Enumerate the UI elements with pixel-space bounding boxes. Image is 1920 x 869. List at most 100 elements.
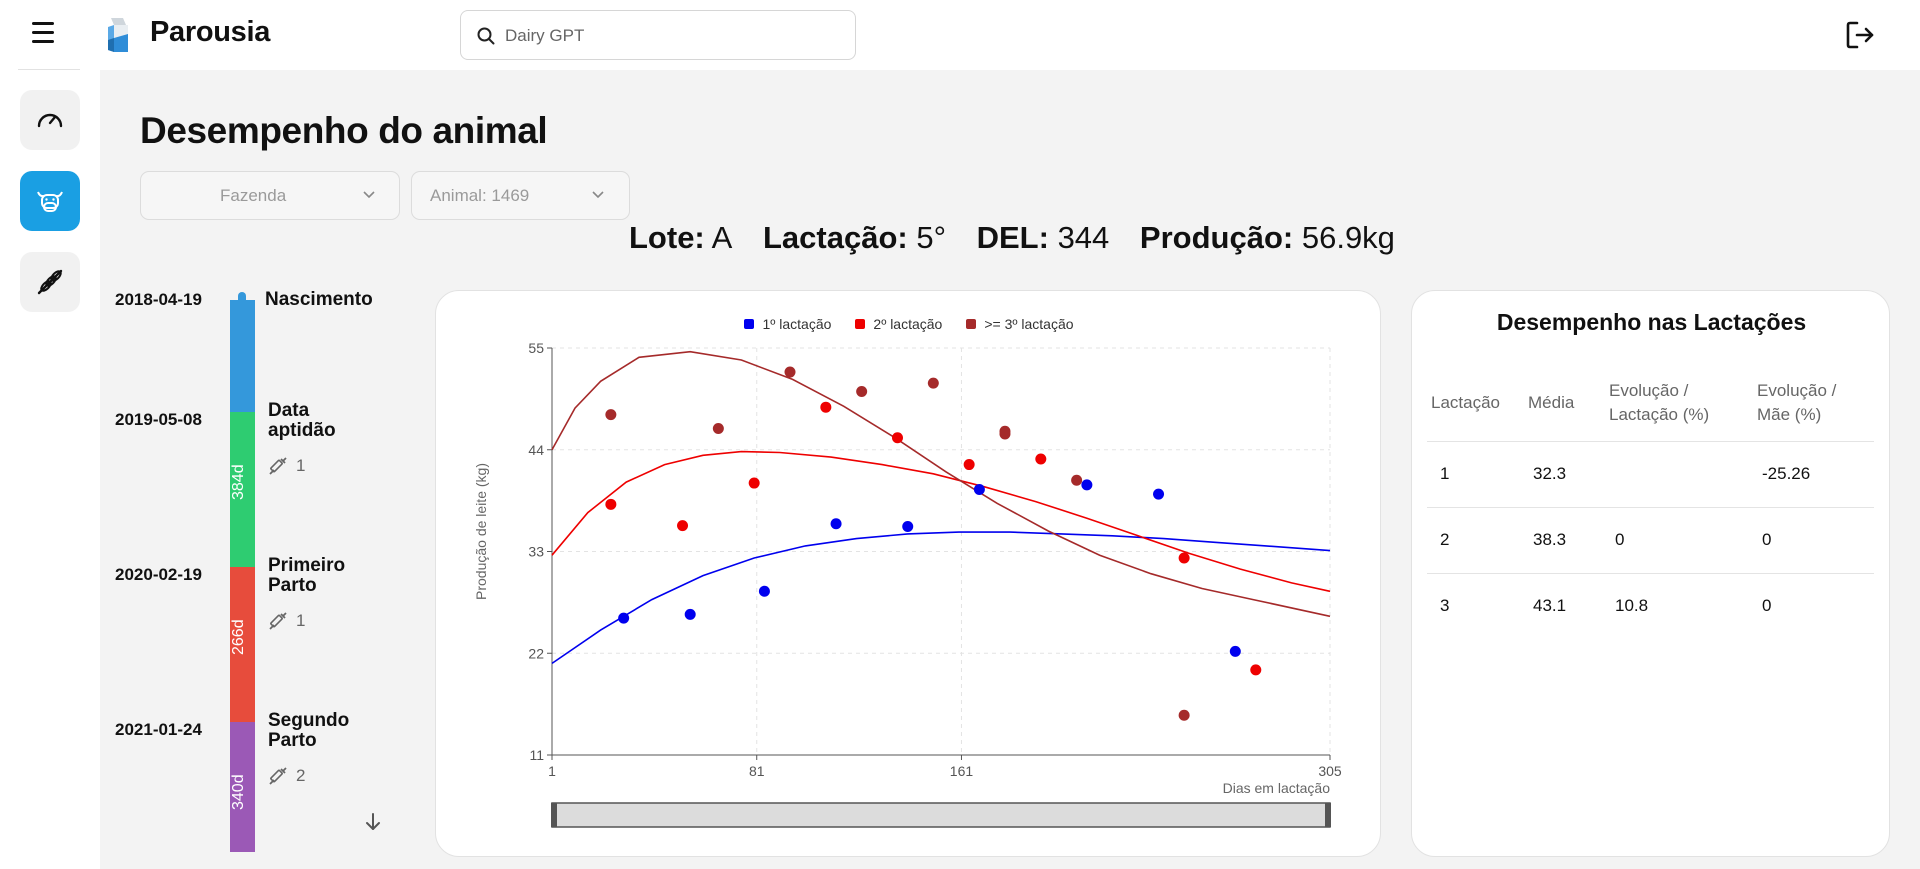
data-point (1178, 552, 1190, 564)
syringe-icon (269, 767, 287, 785)
data-point (1071, 474, 1083, 486)
x-tick-label: 305 (1318, 763, 1342, 779)
table-header: Evolução / Mãe (%) (1757, 381, 1837, 424)
data-point (856, 385, 868, 397)
data-point (927, 377, 939, 389)
timeline-event: Segundo Parto (268, 710, 350, 751)
data-point (973, 484, 985, 496)
table-row: 2 38.3 0 0 (1427, 507, 1874, 573)
legend-label: >= 3º lactação (984, 316, 1074, 332)
data-point (902, 521, 914, 533)
data-point (748, 477, 760, 489)
table-row: 3 43.1 10.8 0 (1427, 573, 1874, 639)
nav-feed-button[interactable] (20, 252, 80, 312)
timeline-duration: 384d (230, 464, 247, 500)
table-cell: 32.3 (1533, 464, 1567, 483)
main-content: Desempenho do animal Fazenda Animal: 146… (100, 70, 1920, 869)
trend-line (551, 350, 1331, 618)
logout-icon[interactable] (1845, 20, 1877, 50)
timeline-bar-cap (238, 292, 246, 300)
del-value: 344 (1057, 220, 1110, 255)
animal-select-label: Animal: 1469 (430, 186, 530, 205)
chevron-down-icon (592, 191, 604, 199)
lactacao-value: 5° (916, 220, 946, 255)
lactation-table-card: Desempenho nas Lactações Lactação Média … (1411, 290, 1890, 857)
animal-select[interactable]: Animal: 1469 (411, 171, 630, 220)
app-title: Parousia (150, 16, 271, 48)
data-point (1178, 709, 1190, 721)
chevron-down-icon (363, 191, 375, 199)
x-tick-label: 1 (548, 763, 556, 779)
hamburger-menu-icon[interactable] (30, 22, 60, 48)
data-point (684, 608, 696, 620)
data-point (758, 585, 770, 597)
trend-line (551, 531, 1331, 665)
zoom-slider-handle-right[interactable] (1325, 803, 1331, 827)
legend-item[interactable]: 1º lactação (744, 316, 831, 332)
data-point (820, 401, 832, 413)
wheat-icon (37, 269, 63, 295)
x-axis-label: Dias em lactação (1223, 780, 1331, 796)
nav-animals-button[interactable] (20, 171, 80, 231)
timeline-date: 2021-01-24 (115, 720, 202, 739)
arrow-down-icon[interactable] (364, 812, 382, 832)
speedometer-icon (37, 113, 63, 128)
search-box[interactable] (460, 10, 856, 60)
side-divider (18, 69, 80, 70)
timeline-date: 2018-04-19 (115, 290, 202, 309)
syringe-icon (269, 612, 287, 630)
data-point (784, 366, 796, 378)
legend-label: 1º lactação (762, 316, 832, 332)
y-axis-label: Produção de leite (kg) (473, 463, 489, 600)
data-point (712, 422, 724, 434)
timeline-event: Data aptidão (268, 400, 336, 441)
producao-label: Produção: (1139, 220, 1294, 255)
timeline-segment-primeiro-parto: 266d (230, 567, 255, 722)
farm-select-label: Fazenda (220, 186, 287, 205)
table-header: Evolução / Lactação (%) (1609, 381, 1710, 424)
search-input[interactable] (505, 23, 835, 49)
table-row: 1 32.3 -25.26 (1427, 441, 1874, 507)
timeline-vaccine-count: 1 (268, 611, 305, 631)
timeline-count-value: 2 (296, 766, 306, 785)
side-nav (0, 69, 100, 869)
production-chart-card: 1º lactação 2º lactação >= 3º lactação 1… (435, 290, 1381, 857)
table-cell: 3 (1440, 596, 1450, 615)
zoom-slider-handle-left[interactable] (551, 803, 557, 827)
data-point (605, 498, 617, 510)
timeline-duration: 340d (230, 774, 247, 810)
table-cell: 0 (1762, 530, 1772, 549)
search-icon (477, 27, 495, 45)
timeline-segment-aptidao: 384d (230, 412, 255, 567)
y-tick-label: 22 (528, 645, 544, 661)
milk-carton-logo-icon (108, 18, 128, 52)
chart-legend: 1º lactação 2º lactação >= 3º lactação (436, 316, 1382, 332)
lactacao-label: Lactação: (762, 220, 908, 255)
del-label: DEL: (976, 220, 1049, 255)
nav-dashboard-button[interactable] (20, 90, 80, 150)
y-tick-label: 11 (529, 747, 544, 763)
table-header: Média (1528, 393, 1575, 412)
data-point (1035, 453, 1047, 465)
animal-summary: Lote: A Lactação: 5° DEL: 344 Produção: … (629, 220, 1417, 256)
syringe-icon (269, 457, 287, 475)
y-tick-label: 55 (528, 340, 544, 356)
legend-swatch (744, 319, 755, 329)
legend-item[interactable]: >= 3º lactação (966, 316, 1074, 332)
legend-item[interactable]: 2º lactação (855, 316, 942, 332)
data-point (830, 518, 842, 530)
table-cell: 0 (1615, 530, 1625, 549)
data-point (963, 459, 975, 471)
timeline-event: Primeiro Parto (268, 555, 346, 596)
table-cell: 1 (1440, 464, 1450, 483)
timeline-count-value: 1 (296, 611, 306, 630)
data-point (891, 432, 903, 444)
zoom-slider[interactable] (551, 802, 1331, 828)
farm-select[interactable]: Fazenda (140, 171, 400, 220)
page-title: Desempenho do animal (140, 110, 548, 151)
data-point (605, 409, 617, 421)
data-point (618, 612, 630, 624)
y-tick-label: 44 (528, 442, 544, 458)
table-cell: 43.1 (1533, 596, 1567, 615)
